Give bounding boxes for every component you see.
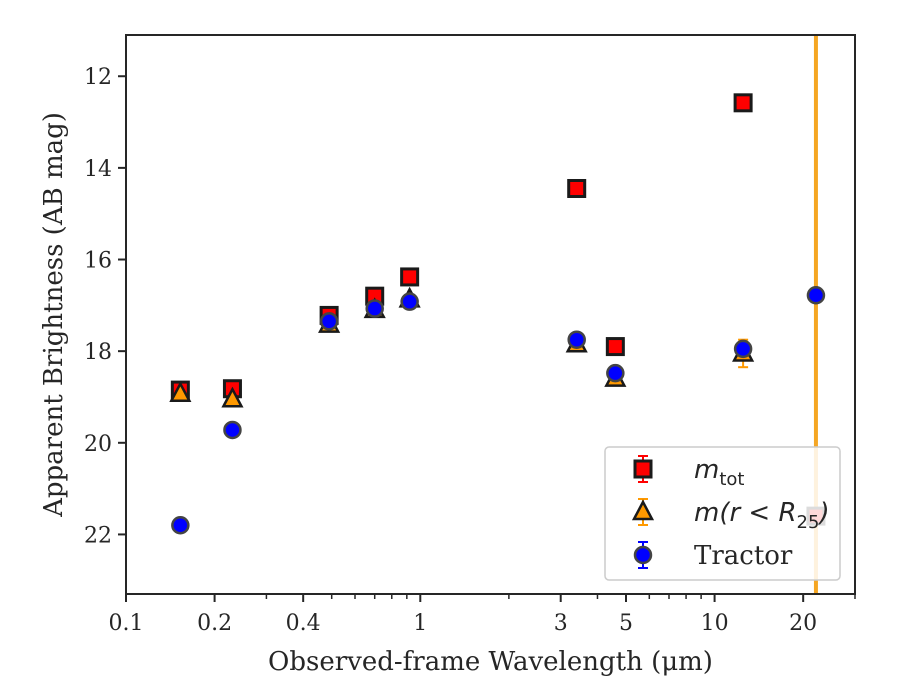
data-point	[733, 339, 753, 359]
x-axis-label: Observed-frame Wavelength (μm)	[268, 647, 713, 677]
series-2	[171, 286, 826, 535]
legend: mtot m(r < R25) Tractor	[604, 446, 841, 581]
data-point	[567, 330, 586, 349]
x-tick-label: 1	[413, 611, 427, 636]
legend-marker	[631, 499, 655, 521]
y-tick-label: 16	[84, 249, 112, 274]
x-tick-label: 20	[789, 611, 817, 636]
legend-box	[604, 446, 841, 581]
y-axis-label: Apparent Brightness (AB mag)	[39, 112, 69, 518]
x-tick-label: 3	[554, 611, 568, 636]
data-point	[365, 299, 384, 318]
y-tick-label: 20	[84, 432, 112, 457]
data-point	[400, 292, 419, 311]
legend-label: mtot	[694, 455, 744, 490]
data-point	[319, 312, 339, 331]
plot-frame	[125, 34, 856, 595]
x-tick-label: 10	[701, 611, 729, 636]
data-point	[733, 93, 753, 113]
y-tick-label: 12	[84, 65, 112, 90]
x-tick-label: 5	[619, 611, 633, 636]
data-point	[567, 178, 587, 198]
x-tick-label: 0.1	[109, 611, 144, 636]
data-point	[400, 267, 420, 287]
data-point	[605, 337, 625, 357]
y-tick-label: 14	[84, 157, 112, 182]
data-points	[169, 93, 826, 535]
series-1	[169, 286, 755, 408]
data-point	[806, 286, 826, 305]
data-point	[221, 386, 244, 408]
x-axis: 0.1 0.2 0.4 1 3 5 10 20	[109, 594, 856, 636]
legend-item: Tractor	[633, 541, 793, 571]
data-point	[171, 516, 190, 535]
legend-item: mtot	[633, 455, 744, 490]
legend-item: m(r < R25)	[631, 498, 830, 533]
y-tick-label: 18	[84, 340, 112, 365]
x-tick-label: 0.4	[286, 611, 321, 636]
legend-label: Tractor	[694, 541, 793, 571]
legend-label: m(r < R25)	[694, 498, 830, 533]
y-tick-label: 22	[84, 523, 112, 548]
data-point	[223, 420, 242, 440]
y-axis: 12 14 16 18 20 22	[84, 65, 126, 548]
data-point	[169, 381, 192, 403]
legend-marker	[633, 459, 653, 479]
x-tick-label: 0.2	[197, 611, 232, 636]
legend-marker	[633, 545, 653, 565]
data-point	[606, 363, 625, 383]
